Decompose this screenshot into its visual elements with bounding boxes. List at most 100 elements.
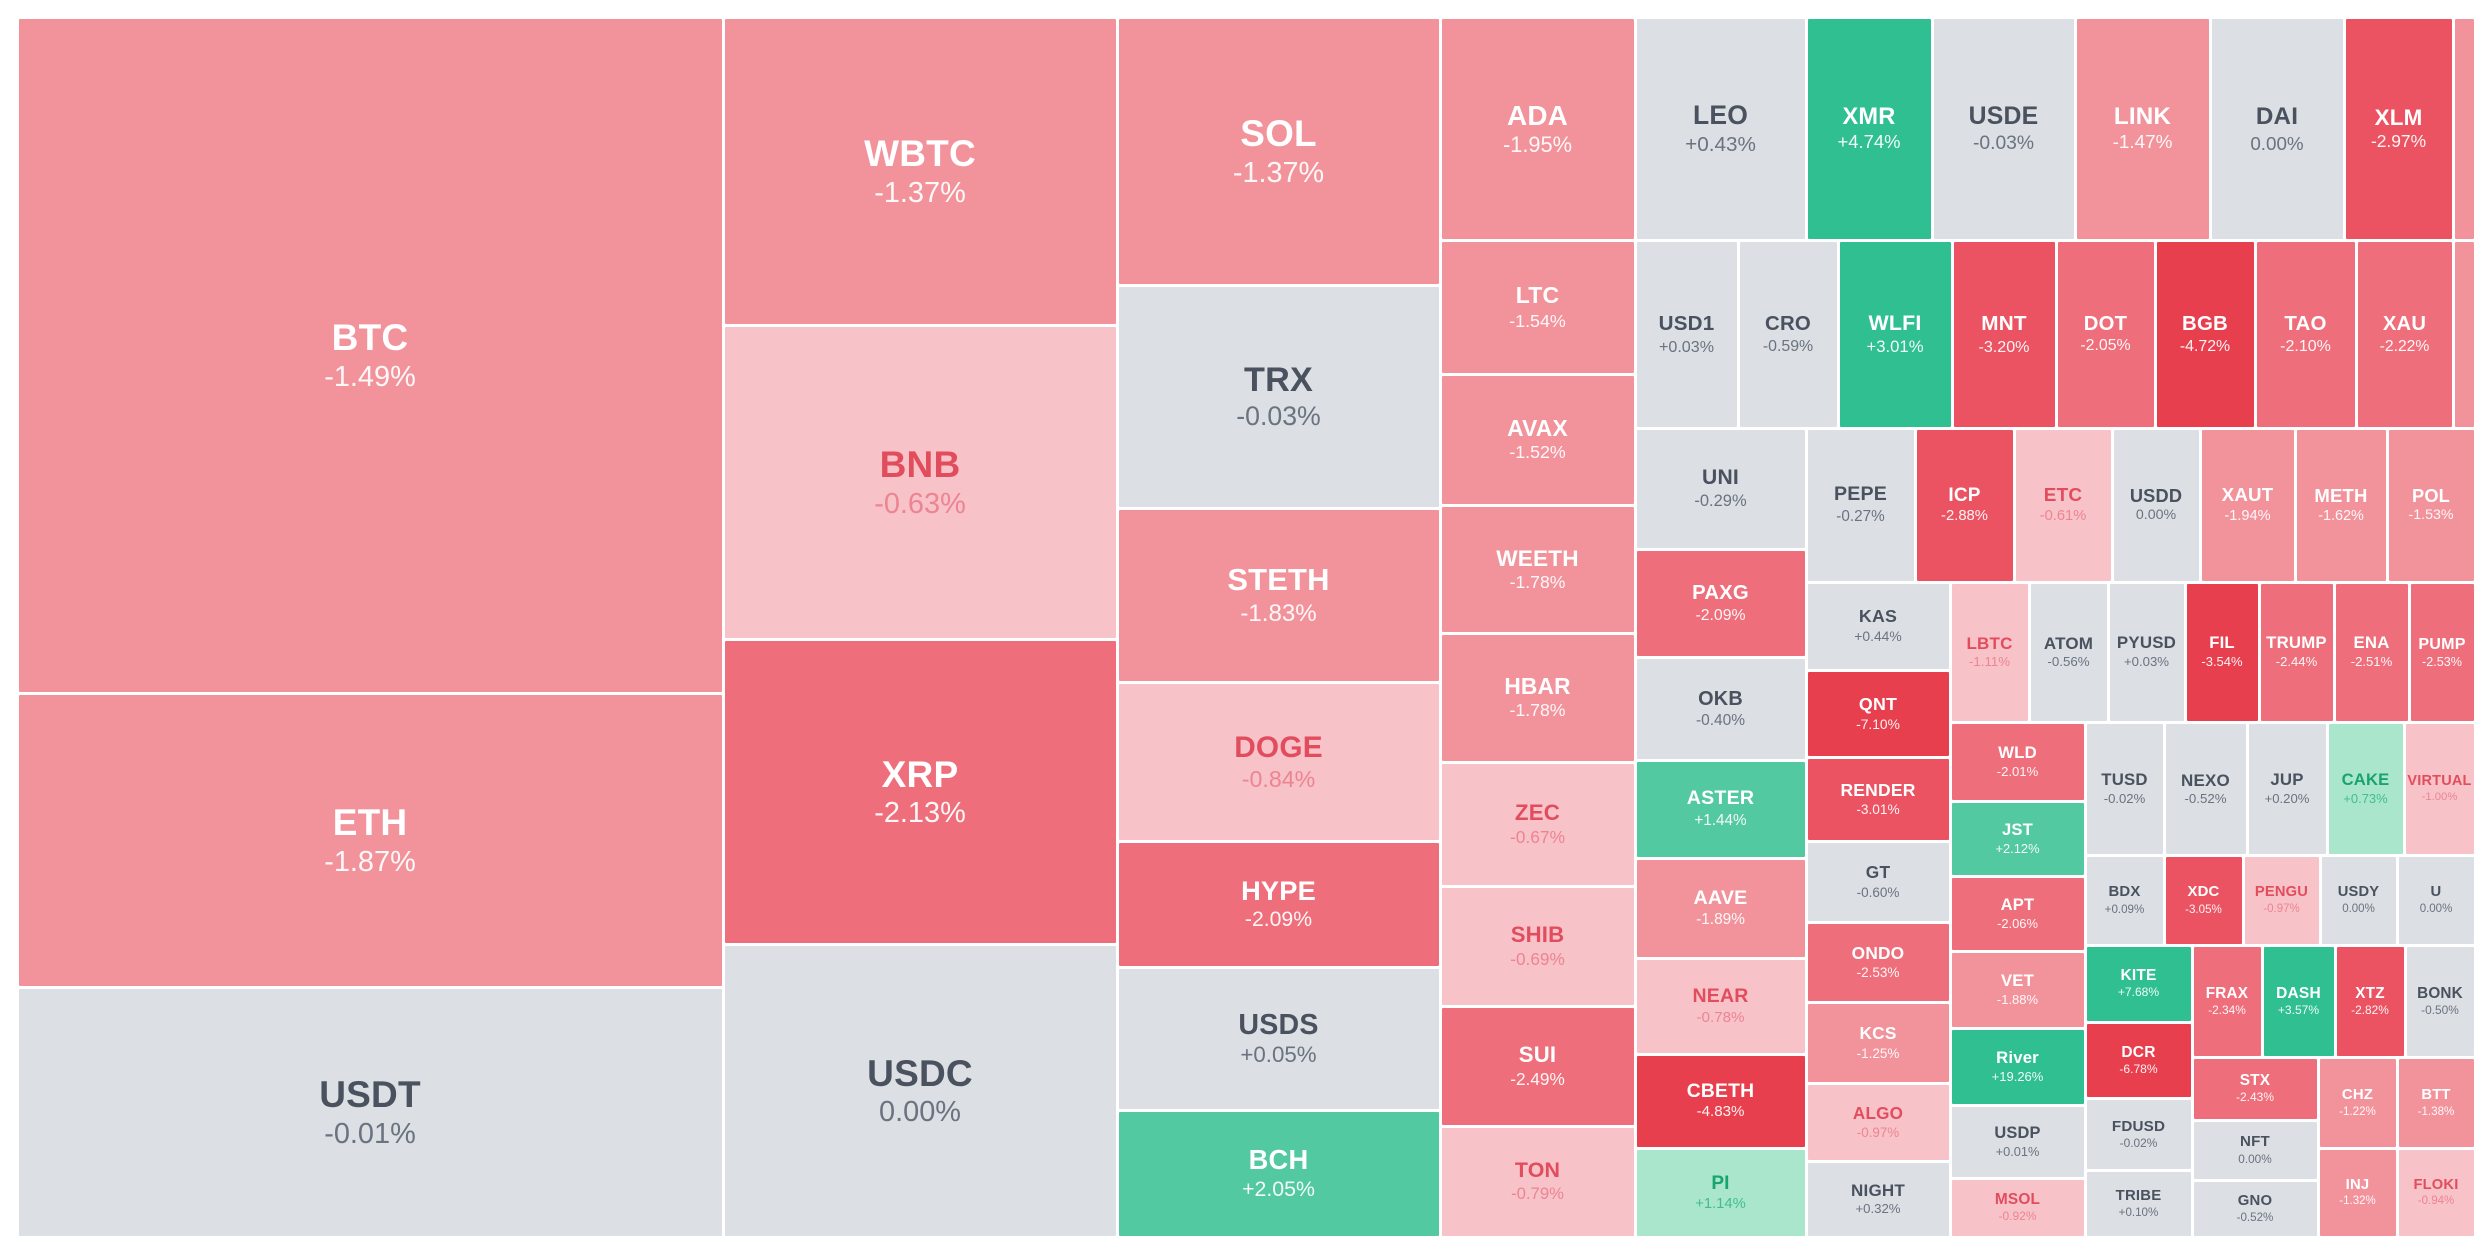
tile-CHZ[interactable]: CHZ -1.22% [2319, 1058, 2396, 1147]
tile-DOT[interactable]: DOT -2.05% [2057, 241, 2154, 427]
tile-WEETH[interactable]: WEETH -1.78% [1441, 506, 1634, 632]
tile-FRAX[interactable]: FRAX -2.34% [2193, 946, 2261, 1056]
tile-UNI[interactable]: UNI -0.29% [1636, 429, 1805, 548]
tile-CRO[interactable]: CRO -0.59% [1739, 241, 1837, 427]
tile-USDP[interactable]: USDP +0.01% [1951, 1106, 2084, 1177]
tile-MNT[interactable]: MNT -3.20% [1953, 241, 2055, 427]
tile-ASTER[interactable]: ASTER +1.44% [1636, 761, 1805, 857]
tile-DAI[interactable]: DAI 0.00% [2211, 18, 2343, 239]
tile-SUI[interactable]: SUI -2.49% [1441, 1007, 1634, 1125]
tile-TRIBE[interactable]: TRIBE +0.10% [2086, 1171, 2191, 1236]
tile-MSOL[interactable]: MSOL -0.92% [1951, 1179, 2084, 1236]
tile-RENDER[interactable]: RENDER -3.01% [1807, 758, 1949, 840]
tile-APT[interactable]: APT -2.06% [1951, 877, 2084, 950]
tile-KCS[interactable]: KCS -1.25% [1807, 1003, 1949, 1082]
tile-SOL[interactable]: SOL -1.37% [1118, 18, 1439, 284]
tile-VET[interactable]: VET -1.88% [1951, 952, 2084, 1027]
tile-ATOM[interactable]: ATOM -0.56% [2030, 583, 2107, 721]
tile-BGB[interactable]: BGB -4.72% [2156, 241, 2254, 427]
tile-INJ[interactable]: INJ -1.32% [2319, 1149, 2396, 1236]
tile-XRP[interactable]: XRP -2.13% [724, 640, 1116, 943]
tile-NEXO[interactable]: NEXO -0.52% [2165, 723, 2246, 854]
tile-WLD[interactable]: WLD -2.01% [1951, 723, 2084, 800]
tile-FLOKI[interactable]: FLOKI -0.94% [2398, 1149, 2474, 1236]
tile-BNB[interactable]: BNB -0.63% [724, 326, 1116, 638]
tile-ONDO[interactable]: ONDO -2.53% [1807, 923, 1949, 1001]
tile-TON[interactable]: TON -0.79% [1441, 1127, 1634, 1236]
tile-JUP[interactable]: JUP +0.20% [2248, 723, 2326, 854]
tile-PEPE[interactable]: PEPE -0.27% [1807, 429, 1914, 581]
tile-USDS[interactable]: USDS +0.05% [1118, 968, 1439, 1109]
tile-XTZ[interactable]: XTZ -2.82% [2336, 946, 2404, 1056]
tile-LBTC[interactable]: LBTC -1.11% [1951, 583, 2028, 721]
tile-OKB[interactable]: OKB -0.40% [1636, 658, 1805, 759]
tile-LTC[interactable]: LTC -1.54% [1441, 241, 1634, 373]
tile-NFT[interactable]: NFT 0.00% [2193, 1121, 2317, 1179]
tile-STETH[interactable]: STETH -1.83% [1118, 509, 1439, 681]
tile-GNO[interactable]: GNO -0.52% [2193, 1181, 2317, 1236]
tile-PI[interactable]: PI +1.14% [1636, 1149, 1805, 1236]
tile-QNT[interactable]: QNT -7.10% [1807, 671, 1949, 756]
tile-LEO[interactable]: LEO +0.43% [1636, 18, 1805, 239]
tile-USDC[interactable]: USDC 0.00% [724, 945, 1116, 1236]
tile-BONK[interactable]: BONK -0.50% [2406, 946, 2474, 1056]
tile-FDUSD[interactable]: FDUSD -0.02% [2086, 1099, 2191, 1169]
tile-PENGU[interactable]: PENGU -0.97% [2244, 856, 2319, 944]
tile-ENA[interactable]: ENA -2.51% [2335, 583, 2408, 721]
tile-DOGE[interactable]: DOGE -0.84% [1118, 683, 1439, 840]
tile-XMR[interactable]: XMR +4.74% [1807, 18, 1931, 239]
tile-River[interactable]: River +19.26% [1951, 1029, 2084, 1104]
tile-USDD[interactable]: USDD 0.00% [2113, 429, 2199, 581]
tile-STX[interactable]: STX -2.43% [2193, 1058, 2317, 1119]
tile-XAU[interactable]: XAU -2.22% [2357, 241, 2452, 427]
tile-WLFI[interactable]: WLFI +3.01% [1839, 241, 1951, 427]
tile-BDX[interactable]: BDX +0.09% [2086, 856, 2163, 944]
tile-PUMP[interactable]: PUMP -2.53% [2410, 583, 2474, 721]
tile-XAUT[interactable]: XAUT -1.94% [2201, 429, 2294, 581]
tile-CBETH[interactable]: CBETH -4.83% [1636, 1055, 1805, 1147]
tile-AVAX[interactable]: AVAX -1.52% [1441, 375, 1634, 504]
tile-VIRTUAL[interactable]: VIRTUAL -1.00% [2405, 723, 2474, 854]
tile-WBTC[interactable]: WBTC -1.37% [724, 18, 1116, 324]
tile-AAVE[interactable]: AAVE -1.89% [1636, 859, 1805, 957]
tile-TRX[interactable]: TRX -0.03% [1118, 286, 1439, 507]
tile-CAKE[interactable]: CAKE +0.73% [2328, 723, 2403, 854]
tile-USDY[interactable]: USDY 0.00% [2321, 856, 2396, 944]
tile-BCH[interactable]: BCH +2.05% [1118, 1111, 1439, 1236]
tile-PAXG[interactable]: PAXG -2.09% [1636, 550, 1805, 656]
tile-sliver[interactable] [2454, 241, 2474, 427]
tile-U[interactable]: U 0.00% [2398, 856, 2474, 944]
tile-ZEC[interactable]: ZEC -0.67% [1441, 763, 1634, 885]
tile-LINK[interactable]: LINK -1.47% [2076, 18, 2209, 239]
tile-NEAR[interactable]: NEAR -0.78% [1636, 959, 1805, 1053]
tile-TUSD[interactable]: TUSD -0.02% [2086, 723, 2163, 854]
tile-ICP[interactable]: ICP -2.88% [1916, 429, 2013, 581]
tile-NIGHT[interactable]: NIGHT +0.32% [1807, 1162, 1949, 1236]
tile-ETH[interactable]: ETH -1.87% [18, 694, 722, 986]
tile-METH[interactable]: METH -1.62% [2296, 429, 2386, 581]
tile-SHIB[interactable]: SHIB -0.69% [1441, 887, 1634, 1005]
tile-HYPE[interactable]: HYPE -2.09% [1118, 842, 1439, 966]
tile-ALGO[interactable]: ALGO -0.97% [1807, 1084, 1949, 1160]
tile-FIL[interactable]: FIL -3.54% [2186, 583, 2258, 721]
tile-ADA[interactable]: ADA -1.95% [1441, 18, 1634, 239]
tile-KITE[interactable]: KITE +7.68% [2086, 946, 2191, 1021]
tile-JST[interactable]: JST +2.12% [1951, 802, 2084, 875]
tile-POL[interactable]: POL -1.53% [2388, 429, 2474, 581]
tile-PYUSD[interactable]: PYUSD +0.03% [2109, 583, 2184, 721]
tile-HBAR[interactable]: HBAR -1.78% [1441, 634, 1634, 761]
tile-GT[interactable]: GT -0.60% [1807, 842, 1949, 921]
tile-DASH[interactable]: DASH +3.57% [2263, 946, 2334, 1056]
tile-TAO[interactable]: TAO -2.10% [2256, 241, 2355, 427]
tile-USD1[interactable]: USD1 +0.03% [1636, 241, 1737, 427]
tile-sliver[interactable] [2454, 18, 2474, 239]
tile-BTT[interactable]: BTT -1.38% [2398, 1058, 2474, 1147]
tile-ETC[interactable]: ETC -0.61% [2015, 429, 2111, 581]
tile-DCR[interactable]: DCR -6.78% [2086, 1023, 2191, 1097]
tile-TRUMP[interactable]: TRUMP -2.44% [2260, 583, 2333, 721]
tile-XDC[interactable]: XDC -3.05% [2165, 856, 2242, 944]
tile-KAS[interactable]: KAS +0.44% [1807, 583, 1949, 669]
tile-USDE[interactable]: USDE -0.03% [1933, 18, 2074, 239]
tile-BTC[interactable]: BTC -1.49% [18, 18, 722, 692]
tile-XLM[interactable]: XLM -2.97% [2345, 18, 2452, 239]
